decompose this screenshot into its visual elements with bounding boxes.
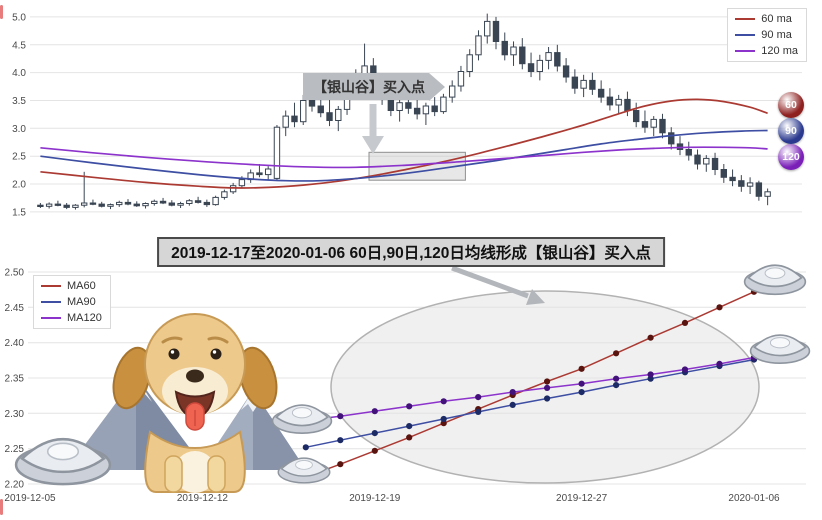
legend-item-60ma: 60 ma	[735, 13, 798, 25]
MA60-line	[305, 291, 755, 478]
buy-point-annotation: 【银山谷】买入点	[303, 73, 429, 100]
legend-label: 120 ma	[761, 45, 798, 57]
top-chart-legend: 60 ma 90 ma 120 ma	[727, 8, 807, 62]
down-arrow-icon	[362, 104, 384, 154]
svg-text:2.50: 2.50	[5, 268, 25, 279]
diagonal-arrow-icon	[451, 265, 545, 305]
ma120-badge: 120	[778, 143, 804, 170]
svg-text:2.5: 2.5	[12, 152, 26, 163]
svg-text:3.0: 3.0	[12, 124, 26, 135]
ma-zoom-chart: 2.20 2.25 2.30 2.35 2.40 2.45 2.50 2019-12-05 20…	[4, 268, 806, 504]
svg-text:2.30: 2.30	[5, 409, 25, 420]
120ma-line	[40, 146, 768, 169]
svg-text:2019-12-12: 2019-12-12	[177, 493, 229, 504]
red-edge-mark	[0, 499, 3, 515]
legend-label: MA90	[67, 296, 96, 308]
svg-text:2020-01-06: 2020-01-06	[728, 493, 780, 504]
svg-text:2019-12-27: 2019-12-27	[556, 493, 608, 504]
svg-text:2.20: 2.20	[5, 480, 25, 491]
svg-text:2.45: 2.45	[5, 303, 25, 314]
60ma-line	[40, 98, 768, 189]
legend-item-ma60: MA60	[41, 280, 102, 292]
candles-group	[37, 13, 771, 210]
ma90-line-swatch	[735, 34, 756, 36]
candlestick-chart: 1.5 2.0 2.5 3.0 3.5 4.0 4.5 5.0	[12, 12, 802, 218]
red-edge-mark	[0, 5, 3, 19]
legend-label: MA60	[67, 280, 96, 292]
ma60-line-swatch	[735, 18, 756, 20]
ma90-badge: 90	[778, 118, 804, 145]
svg-text:2.0: 2.0	[12, 180, 26, 191]
90ma-line	[40, 129, 768, 182]
dog-illustration	[112, 313, 278, 493]
bottom-chart-legend: MA60 MA90 MA120	[33, 275, 111, 329]
legend-label: 90 ma	[761, 29, 792, 41]
ma90-line-swatch	[41, 301, 61, 303]
ma120-line-swatch	[41, 317, 61, 319]
buy-point-annotation-text: 【银山谷】买入点	[313, 78, 425, 95]
svg-text:2019-12-19: 2019-12-19	[349, 493, 401, 504]
legend-item-120ma: 120 ma	[735, 45, 798, 57]
ma60-line-swatch	[41, 285, 61, 287]
legend-item-ma90: MA90	[41, 296, 102, 308]
legend-item-ma120: MA120	[41, 312, 102, 324]
section-title: 2019-12-17至2020-01-06 60日,90日,120日均线形成【银…	[157, 237, 665, 267]
legend-label: 60 ma	[761, 13, 792, 25]
MA120-line	[305, 356, 755, 422]
svg-text:4.5: 4.5	[12, 40, 26, 51]
svg-text:2019-12-05: 2019-12-05	[4, 493, 56, 504]
MA90-line	[305, 358, 755, 449]
svg-text:1.5: 1.5	[12, 207, 26, 218]
legend-label: MA120	[67, 312, 102, 324]
svg-text:3.5: 3.5	[12, 96, 26, 107]
ma120-line-swatch	[735, 50, 756, 52]
legend-item-90ma: 90 ma	[735, 29, 798, 41]
svg-text:2.40: 2.40	[5, 338, 25, 349]
svg-text:2.25: 2.25	[5, 444, 25, 455]
svg-text:2.35: 2.35	[5, 374, 25, 385]
svg-text:5.0: 5.0	[12, 12, 26, 23]
svg-text:4.0: 4.0	[12, 68, 26, 79]
ma60-badge: 60	[778, 91, 804, 118]
